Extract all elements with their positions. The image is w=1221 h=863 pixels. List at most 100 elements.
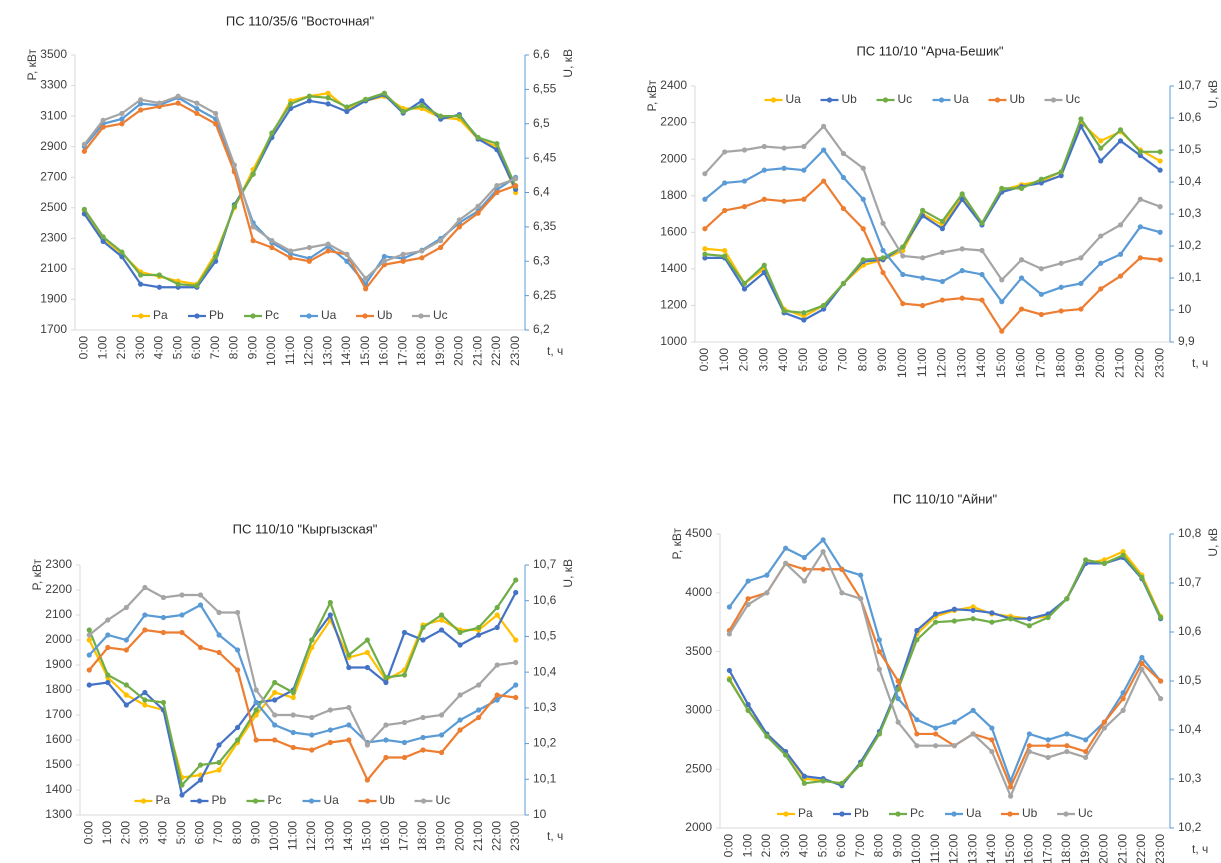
- data-point: [494, 612, 500, 618]
- y2-tick-label: 6,6: [533, 47, 550, 61]
- data-point: [420, 637, 426, 643]
- data-point: [989, 737, 995, 743]
- legend-label: Pc: [265, 308, 279, 322]
- legend-label: Ua: [954, 92, 970, 106]
- x-tick-label: 14:00: [341, 821, 355, 851]
- data-point: [253, 699, 259, 706]
- chart-title: ПС 110/10 "Арча-Бешик": [856, 43, 1003, 58]
- data-point: [741, 147, 748, 153]
- data-point: [801, 167, 807, 173]
- x-tick-label: 14:00: [974, 348, 988, 378]
- data-point: [383, 679, 389, 686]
- data-point: [138, 101, 144, 107]
- data-point: [400, 251, 406, 257]
- legend-label: Uc: [898, 92, 913, 106]
- x-tick-label: 5:00: [796, 348, 810, 372]
- legend-marker: [194, 313, 200, 319]
- legend-marker: [250, 313, 256, 319]
- data-point: [383, 737, 389, 743]
- data-point: [494, 697, 500, 703]
- data-point: [783, 545, 789, 551]
- data-point: [761, 143, 767, 150]
- x-tick-label: 10:00: [264, 336, 278, 366]
- x-tick-label: 4:00: [156, 821, 170, 845]
- legend-label: Ub: [842, 92, 858, 106]
- data-point: [959, 191, 965, 197]
- x-tick-label: 2:00: [114, 336, 128, 360]
- data-point: [1078, 280, 1084, 287]
- data-point: [745, 701, 751, 708]
- data-point: [1064, 748, 1070, 755]
- legend-label: Pc: [268, 793, 282, 807]
- data-point: [231, 162, 237, 168]
- data-point: [801, 566, 807, 572]
- data-point: [860, 165, 866, 171]
- x-tick-label: 23:00: [508, 821, 522, 851]
- data-point: [290, 744, 296, 751]
- legend-marker: [951, 811, 957, 817]
- series-line: [704, 123, 1161, 322]
- data-point: [1120, 552, 1126, 558]
- data-point: [216, 649, 222, 656]
- x-tick-label: 12:00: [302, 336, 316, 366]
- data-point: [1117, 251, 1124, 257]
- data-point: [880, 220, 886, 226]
- x-tick-label: 3:00: [137, 821, 151, 845]
- legend-item: Pc: [244, 308, 279, 322]
- data-point: [272, 737, 278, 743]
- y-tick-label: 2100: [45, 607, 72, 621]
- data-point: [1137, 152, 1143, 159]
- legend-marker: [420, 798, 427, 804]
- data-point: [801, 313, 807, 319]
- data-point: [123, 604, 129, 611]
- data-point: [860, 226, 866, 232]
- data-point: [216, 759, 222, 766]
- data-point: [231, 203, 237, 209]
- data-point: [820, 549, 826, 555]
- data-point: [726, 677, 732, 683]
- x-tick-label: 3:00: [133, 336, 147, 360]
- data-point: [722, 247, 728, 254]
- x-tick-label: 14:00: [984, 834, 998, 863]
- y-tick-label: 1800: [660, 188, 687, 202]
- data-point: [235, 667, 241, 673]
- data-point: [86, 637, 92, 643]
- data-point: [951, 618, 957, 624]
- data-point: [895, 719, 901, 725]
- x-tick-label: 20:00: [452, 821, 466, 851]
- data-point: [1008, 793, 1014, 799]
- x-tick-label: 13:00: [965, 834, 979, 863]
- data-point: [344, 251, 350, 257]
- legend-item: Ub: [356, 308, 393, 322]
- x-tick-label: 5:00: [170, 336, 184, 360]
- data-point: [840, 174, 847, 181]
- data-point: [138, 97, 144, 103]
- y2-tick-label: 10,6: [1178, 624, 1202, 638]
- x-tick-label: 10:00: [909, 834, 923, 863]
- data-point: [250, 238, 256, 244]
- legend-label: Ua: [966, 806, 982, 820]
- data-point: [914, 717, 920, 723]
- legend-marker: [826, 97, 833, 103]
- data-point: [138, 272, 144, 278]
- data-point: [194, 106, 200, 112]
- data-point: [250, 224, 256, 230]
- data-point: [401, 672, 408, 678]
- data-point: [1018, 275, 1025, 281]
- legend-label: Uc: [1066, 92, 1081, 106]
- legend-item: Pb: [188, 308, 224, 322]
- data-point: [1139, 574, 1145, 581]
- y-tick-label: 2700: [40, 169, 67, 183]
- data-point: [253, 707, 259, 713]
- y2-tick-label: 10: [533, 807, 547, 821]
- y-tick-label: 1000: [660, 334, 687, 348]
- data-point: [783, 560, 789, 567]
- data-point: [327, 599, 333, 606]
- data-point: [197, 602, 204, 608]
- x-tick-label: 16:00: [378, 821, 392, 851]
- data-point: [880, 269, 886, 276]
- data-point: [1098, 286, 1104, 292]
- data-point: [1098, 233, 1104, 239]
- data-point: [951, 743, 957, 749]
- data-point: [1008, 784, 1014, 790]
